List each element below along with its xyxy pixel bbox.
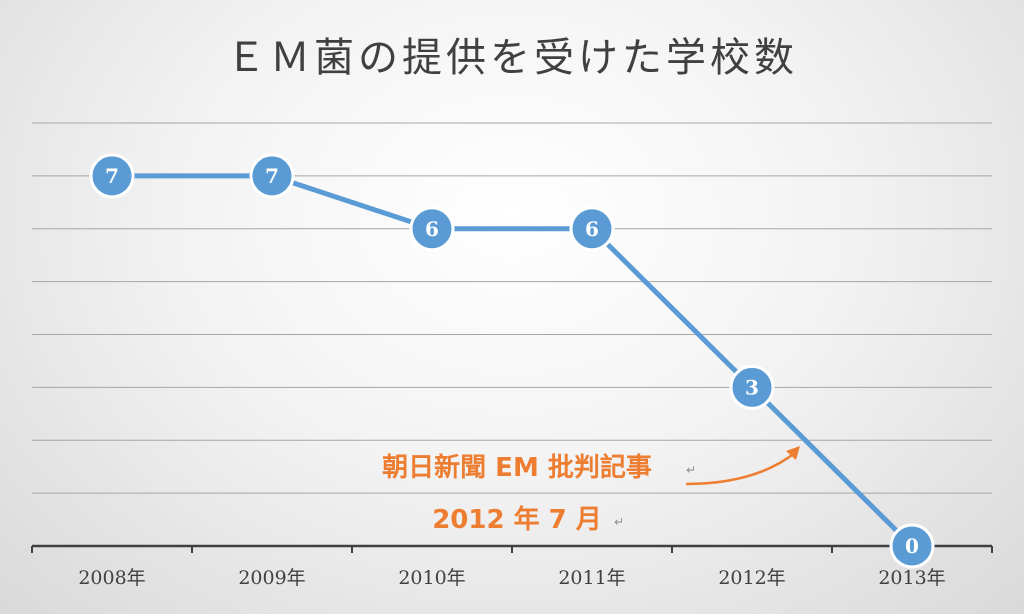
x-tick-label: 2010年 — [398, 567, 465, 589]
data-label: 7 — [105, 164, 119, 188]
annotation-line-2: 2012 年 7 月 — [432, 504, 602, 535]
data-point — [249, 153, 295, 199]
x-tick-label: 2011年 — [558, 567, 625, 589]
data-point — [89, 153, 135, 199]
x-tick-label: 2012年 — [718, 567, 785, 589]
data-point — [569, 206, 615, 252]
x-axis: 2008年 2009年 2010年 2011年 2012年 2013年 — [31, 544, 993, 589]
data-label: 6 — [585, 217, 599, 241]
x-tick-label: 2008年 — [78, 567, 145, 589]
data-label: 0 — [905, 534, 919, 558]
annotation-arrow — [685, 451, 797, 486]
data-label: 7 — [265, 164, 279, 188]
series-line — [112, 173, 914, 548]
data-point — [889, 523, 935, 569]
chart-title: ＥＭ菌の提供を受けた学校数 — [226, 35, 798, 81]
data-label: 3 — [745, 375, 759, 399]
x-tick-label: 2013年 — [878, 567, 945, 589]
gridlines — [32, 122, 992, 494]
data-label: 6 — [425, 217, 439, 241]
annotation-mark-1: ↵ — [686, 463, 696, 477]
series: 7 7 6 6 3 0 — [89, 153, 935, 569]
annotation-arrowhead — [786, 446, 800, 460]
data-point — [409, 206, 455, 252]
annotation-line-1: 朝日新聞 EM 批判記事 — [382, 452, 652, 483]
annotation: 朝日新聞 EM 批判記事 ↵ 2012 年 7 月 ↵ — [382, 446, 800, 535]
data-point — [729, 364, 775, 410]
x-tick-label: 2009年 — [238, 567, 305, 589]
annotation-mark-2: ↵ — [614, 515, 624, 529]
